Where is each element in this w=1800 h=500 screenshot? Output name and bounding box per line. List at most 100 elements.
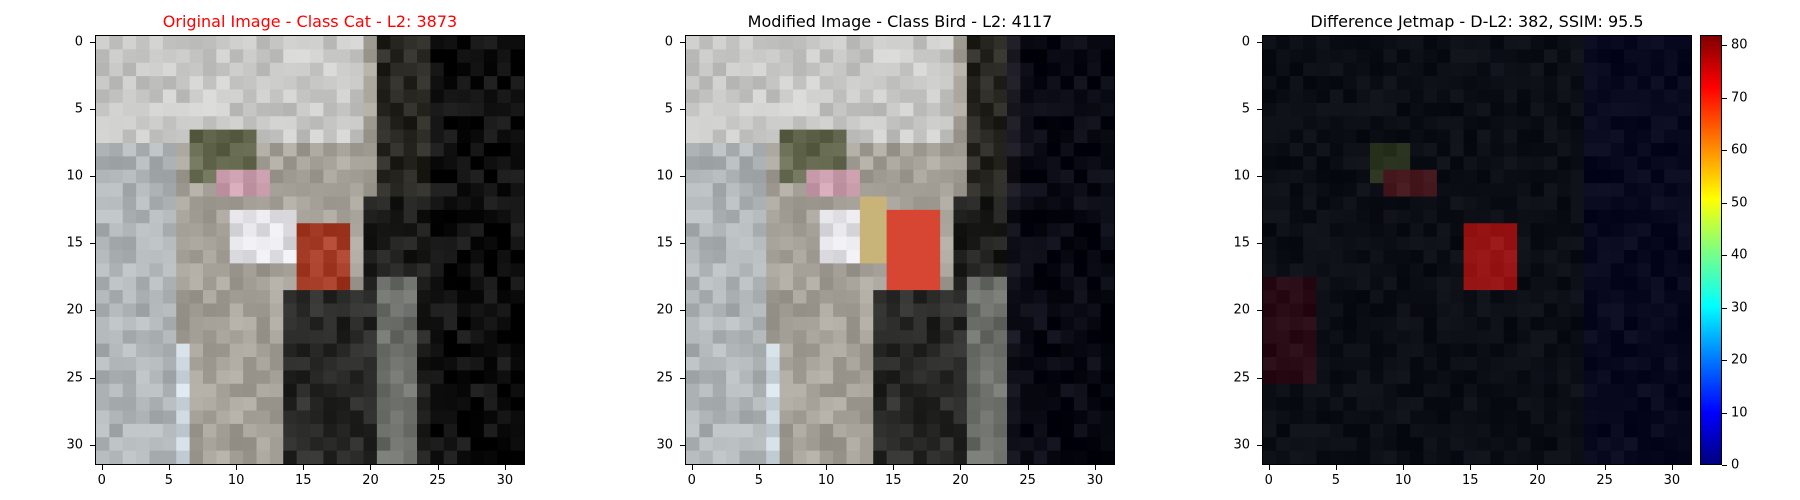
pixel-cell [1343,383,1358,398]
pixel-cell [1047,116,1062,131]
pixel-cell [310,290,324,305]
pixel-cell [1289,370,1304,385]
pixel-cell [310,316,324,331]
pixel-cell [443,196,458,211]
pixel-cell [323,156,338,171]
pixel-cell [1490,370,1505,385]
x-tick-label: 25 [1019,473,1036,488]
pixel-cell [430,116,445,131]
pixel-cell [806,76,821,91]
pixel-cell [176,397,191,412]
pixel-cell [1263,89,1277,104]
pixel-cell [1597,183,1612,198]
pixel-cell [96,76,110,91]
pixel-cell [1543,62,1558,77]
pixel-cell [376,183,391,198]
pixel-cell [726,169,741,184]
pixel-cell [1100,36,1114,50]
pixel-cell [739,76,754,91]
x-tick-mark [1470,465,1472,470]
pixel-cell [1370,397,1384,412]
pixel-cell [176,263,191,278]
pixel-cell [953,129,968,144]
pixel-cell [819,410,834,425]
pixel-cell [269,209,284,224]
pixel-cell [686,330,700,345]
pixel-cell [1396,263,1411,278]
pixel-cell [900,223,914,238]
pixel-cell [1463,316,1478,331]
pixel-cell [1490,290,1505,305]
pixel-cell [122,169,137,184]
pixel-cell [1610,196,1625,211]
pixel-cell [122,383,137,398]
pixel-cell [457,370,472,385]
pixel-cell [819,76,834,91]
pixel-cell [417,156,431,171]
pixel-cell [1584,129,1598,144]
pixel-cell [1087,290,1102,305]
pixel-cell [189,183,204,198]
pixel-cell [1396,49,1411,64]
pixel-cell [940,76,955,91]
pixel-cell [1383,36,1398,50]
pixel-cell [363,62,378,77]
pixel-cell [470,250,485,264]
pixel-cell [457,330,472,345]
pixel-cell [1477,397,1491,412]
pixel-cell [1543,223,1558,238]
pixel-cell [1303,397,1318,412]
pixel-cell [96,236,110,251]
pixel-cell [149,76,164,91]
pixel-cell [1276,102,1291,117]
pixel-cell [1597,330,1612,345]
pixel-cell [216,290,231,305]
pixel-cell [1410,330,1425,345]
pixel-cell [1047,129,1062,144]
pixel-cell [310,303,324,318]
pixel-cell [766,423,781,438]
pixel-cell [1370,209,1384,224]
pixel-cell [216,209,231,224]
y-tick-mark [680,243,685,245]
pixel-cell [1436,250,1451,264]
pixel-cell [739,62,754,77]
pixel-cell [1410,89,1425,104]
pixel-cell [1289,263,1304,278]
pixel-cell [1007,410,1021,425]
pixel-cell [483,276,498,291]
pixel-cell [766,62,781,77]
pixel-cell [1073,450,1088,464]
pixel-cell [1410,303,1425,318]
pixel-cell [363,303,378,318]
pixel-cell [1450,183,1465,198]
pixel-cell [819,383,834,398]
pixel-cell [216,370,231,385]
pixel-cell [900,330,914,345]
pixel-cell [1020,236,1035,251]
pixel-cell [243,303,258,318]
pixel-cell [1060,290,1075,305]
pixel-cell [1073,316,1088,331]
pixel-cell [1610,263,1625,278]
pixel-cell [993,102,1008,117]
pixel-cell [363,290,378,305]
pixel-cell [1020,397,1035,412]
pixel-cell [1570,169,1585,184]
y-tick-mark [680,377,685,379]
pixel-cell [980,410,995,425]
pixel-cell [833,76,848,91]
pixel-cell [926,343,941,358]
pixel-cell [766,183,781,198]
pixel-cell [457,250,472,264]
pixel-cell [940,183,955,198]
pixel-cell [1463,209,1478,224]
pixel-cell [1677,410,1691,425]
pixel-cell [1450,423,1465,438]
pixel-cell [1610,236,1625,251]
y-tick-label: 5 [74,101,83,117]
pixel-cell [1650,370,1665,385]
pixel-cell [779,236,794,251]
pixel-cell [510,290,524,305]
